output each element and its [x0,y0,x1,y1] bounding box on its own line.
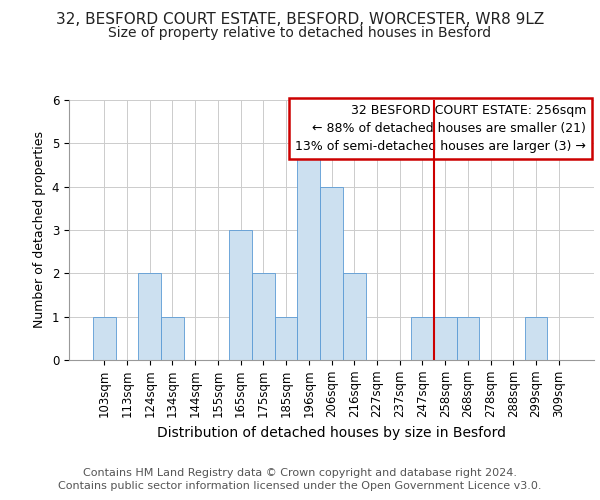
Text: 32, BESFORD COURT ESTATE, BESFORD, WORCESTER, WR8 9LZ: 32, BESFORD COURT ESTATE, BESFORD, WORCE… [56,12,544,28]
Bar [161,316,184,360]
Bar [275,316,298,360]
Text: Contains HM Land Registry data © Crown copyright and database right 2024.: Contains HM Land Registry data © Crown c… [83,468,517,477]
Bar [524,316,547,360]
Text: Contains public sector information licensed under the Open Government Licence v3: Contains public sector information licen… [58,481,542,491]
Bar [411,316,434,360]
Bar [457,316,479,360]
Bar [320,186,343,360]
Y-axis label: Number of detached properties: Number of detached properties [33,132,46,328]
Bar [229,230,252,360]
Bar [252,274,275,360]
Text: 32 BESFORD COURT ESTATE: 256sqm
← 88% of detached houses are smaller (21)
13% of: 32 BESFORD COURT ESTATE: 256sqm ← 88% of… [295,104,586,153]
Bar [298,144,320,360]
Bar [93,316,116,360]
Bar [343,274,365,360]
Text: Size of property relative to detached houses in Besford: Size of property relative to detached ho… [109,26,491,40]
Bar [139,274,161,360]
Bar [434,316,457,360]
X-axis label: Distribution of detached houses by size in Besford: Distribution of detached houses by size … [157,426,506,440]
